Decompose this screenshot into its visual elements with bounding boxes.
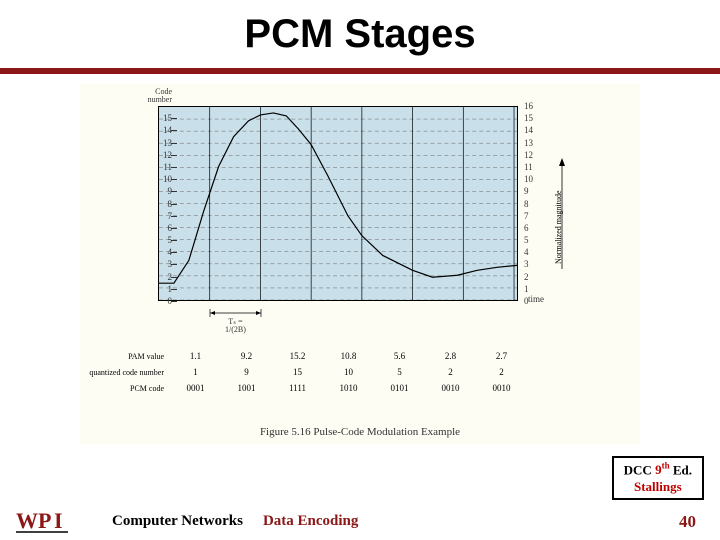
left-tick: 2: [152, 272, 172, 282]
source-line1-suffix: Ed.: [670, 462, 692, 477]
title-bar: PCM Stages: [0, 0, 720, 74]
pcm-cell: 0101: [374, 383, 425, 393]
left-tick: 3: [152, 259, 172, 269]
row-qcode: quantized code number 191510522: [80, 364, 640, 380]
qcode-cell: 10: [323, 367, 374, 377]
left-tick: 6: [152, 223, 172, 233]
time-axis-label: time: [528, 294, 544, 304]
row-qcode-label: quantized code number: [80, 368, 170, 377]
ts-bracket: Tₛ = 1/(2B): [208, 308, 263, 334]
left-tick: 4: [152, 247, 172, 257]
right-axis-label: Normalized magnitude: [554, 190, 563, 264]
slide-title: PCM Stages: [244, 12, 475, 57]
source-line2: Stallings: [634, 479, 682, 494]
left-tick: 0: [152, 296, 172, 306]
pam-cell: 15.2: [272, 351, 323, 361]
qcode-cell: 2: [476, 367, 527, 377]
ts-label-bot: 1/(2B): [225, 325, 246, 334]
left-tick: 11: [152, 162, 172, 172]
qcode-cell: 1: [170, 367, 221, 377]
pcm-cell: 1001: [221, 383, 272, 393]
left-tick: 1: [152, 284, 172, 294]
left-tick: 9: [152, 186, 172, 196]
right-tick: 9: [524, 186, 544, 196]
left-tick: 5: [152, 235, 172, 245]
figure-panel: Codenumber 0123456789101112131415 012345…: [80, 84, 640, 444]
qcode-cell: 9: [221, 367, 272, 377]
right-tick: 1: [524, 284, 544, 294]
left-tick: 12: [152, 150, 172, 160]
pam-cell: 10.8: [323, 351, 374, 361]
figure-area: Codenumber 0123456789101112131415 012345…: [0, 74, 720, 448]
right-tick: 10: [524, 174, 544, 184]
pam-cell: 9.2: [221, 351, 272, 361]
right-tick: 6: [524, 223, 544, 233]
right-tick: 11: [524, 162, 544, 172]
right-axis-arrow: Normalized magnitude: [556, 154, 568, 274]
left-tick: 10: [152, 174, 172, 184]
right-tick: 12: [524, 150, 544, 160]
left-tick: 8: [152, 199, 172, 209]
left-axis-title: Codenumber: [132, 88, 172, 104]
qcode-cell: 2: [425, 367, 476, 377]
right-tick: 3: [524, 259, 544, 269]
right-tick: 4: [524, 247, 544, 257]
qcode-cell: 15: [272, 367, 323, 377]
source-citation: DCC 9th Ed. Stallings: [612, 456, 704, 500]
row-pcm-label: PCM code: [80, 384, 170, 393]
left-tick: 13: [152, 138, 172, 148]
page-number: 40: [679, 512, 696, 532]
source-line1-prefix: DCC: [624, 462, 655, 477]
right-tick: 5: [524, 235, 544, 245]
right-tick: 13: [524, 138, 544, 148]
right-tick: 8: [524, 199, 544, 209]
wpi-logo: W P I: [16, 508, 72, 534]
pcm-chart: Codenumber 0123456789101112131415 012345…: [158, 94, 538, 319]
left-tick: 7: [152, 211, 172, 221]
svg-text:W: W: [16, 508, 38, 533]
pam-cell: 1.1: [170, 351, 221, 361]
row-pam: PAM value 1.19.215.210.85.62.82.7: [80, 348, 640, 364]
data-table: PAM value 1.19.215.210.85.62.82.7 quanti…: [80, 348, 640, 396]
footer: W P I Computer Networks Data Encoding: [0, 502, 720, 540]
pcm-cell: 1111: [272, 383, 323, 393]
figure-caption: Figure 5.16 Pulse-Code Modulation Exampl…: [80, 426, 640, 438]
row-pcm: PCM code 0001100111111010010100100010: [80, 380, 640, 396]
footer-text-1: Computer Networks: [112, 513, 243, 530]
svg-text:P: P: [38, 508, 51, 533]
pcm-cell: 1010: [323, 383, 374, 393]
row-pam-label: PAM value: [80, 352, 170, 361]
right-tick: 2: [524, 272, 544, 282]
right-tick: 7: [524, 211, 544, 221]
left-tick: 15: [152, 113, 172, 123]
right-tick: 15: [524, 113, 544, 123]
pcm-cell: 0010: [476, 383, 527, 393]
pcm-cell: 0010: [425, 383, 476, 393]
pam-cell: 2.7: [476, 351, 527, 361]
pcm-cell: 0001: [170, 383, 221, 393]
right-tick: 16: [524, 101, 544, 111]
qcode-cell: 5: [374, 367, 425, 377]
right-tick: 14: [524, 125, 544, 135]
pam-cell: 5.6: [374, 351, 425, 361]
pam-cell: 2.8: [425, 351, 476, 361]
left-tick: 14: [152, 125, 172, 135]
footer-text-2: Data Encoding: [263, 513, 358, 530]
chart-svg: [159, 107, 517, 300]
svg-text:I: I: [54, 508, 63, 533]
chart-plot-area: [158, 106, 518, 301]
